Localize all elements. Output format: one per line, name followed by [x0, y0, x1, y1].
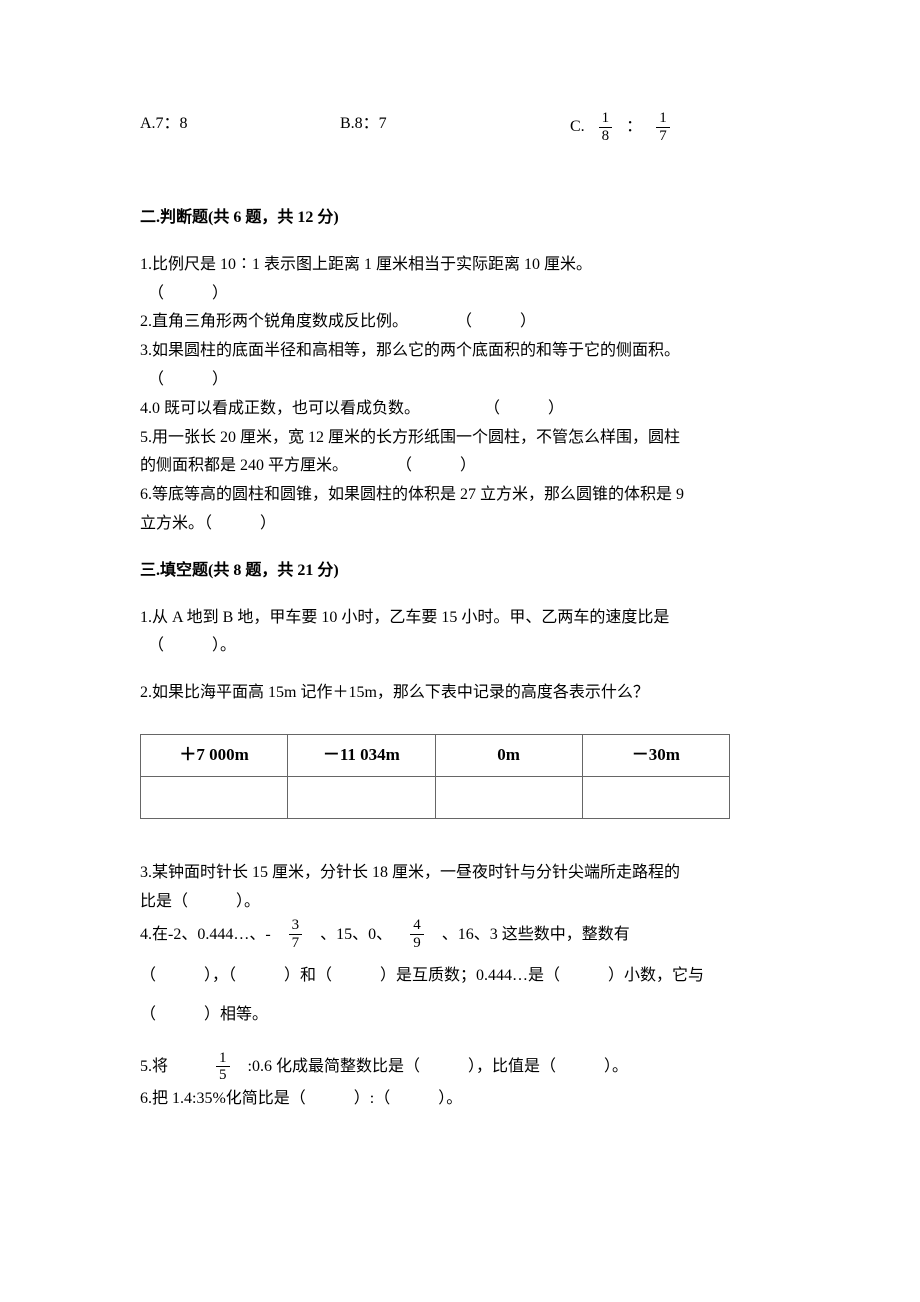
section-2-questions: 1.比例尺是 10∶1 表示图上距离 1 厘米相当于实际距离 10 厘米。 （ …	[140, 251, 780, 539]
table-cell	[582, 776, 729, 818]
table-header-cell: ＋7 000m	[141, 734, 288, 776]
s3-q4-p1: 4.在-2、0.444…、-	[140, 917, 271, 952]
s3-q4-p3: 、16、3 这些数中，整数有	[442, 917, 630, 952]
option-c-colon: ：	[626, 113, 642, 142]
table-row	[141, 776, 730, 818]
fraction-numerator: 4	[410, 917, 424, 934]
fraction-denominator: 5	[216, 1066, 230, 1084]
fraction-numerator: 1	[599, 110, 613, 127]
s2-q1-blank: （ ）	[148, 280, 780, 309]
answer-options-row: A.7：8 B.8：7 C. 1 8 ： 1 7	[140, 110, 780, 144]
fraction-4-9: 4 9	[410, 917, 424, 951]
table-header-row: ＋7 000m －11 034m 0m －30m	[141, 734, 730, 776]
s2-q6-line1: 6.等底等高的圆柱和圆锥，如果圆柱的体积是 27 立方米，那么圆锥的体积是 9	[140, 481, 780, 510]
fraction-1-7: 1 7	[656, 110, 670, 144]
s2-q3-blank: （ ）	[148, 366, 780, 395]
fraction-denominator: 8	[599, 127, 613, 145]
s2-q4: 4.0 既可以看成正数，也可以看成负数。 （ ）	[140, 395, 780, 424]
table-cell	[141, 776, 288, 818]
table-cell	[435, 776, 582, 818]
table-header-cell: 0m	[435, 734, 582, 776]
s3-q5-p2: :0.6 化成最简整数比是（ ），比值是（ ）。	[248, 1049, 628, 1084]
section-3-heading: 三.填空题(共 8 题，共 21 分)	[140, 557, 780, 586]
section-2-heading: 二.判断题(共 6 题，共 12 分)	[140, 204, 780, 233]
fraction-1-8: 1 8	[599, 110, 613, 144]
fraction-numerator: 1	[216, 1050, 230, 1067]
s2-q6-line2: 立方米。（ ）	[140, 510, 780, 539]
s2-q3-text: 3.如果圆柱的底面半径和高相等，那么它的两个底面积的和等于它的侧面积。	[140, 337, 780, 366]
fraction-denominator: 7	[656, 127, 670, 145]
s2-q2: 2.直角三角形两个锐角度数成反比例。 （ ）	[140, 308, 780, 337]
s3-q6: 6.把 1.4:35%化简比是（ ）:（ ）。	[140, 1085, 780, 1114]
table-cell	[288, 776, 435, 818]
table-header-cell: －30m	[582, 734, 729, 776]
fraction-denominator: 9	[410, 934, 424, 952]
fraction-numerator: 1	[656, 110, 670, 127]
s3-q5: 5.将 1 5 :0.6 化成最简整数比是（ ），比值是（ ）。	[140, 1049, 780, 1084]
option-b: B.8：7	[340, 110, 570, 144]
option-c: C. 1 8 ： 1 7	[570, 110, 670, 144]
s2-q1-text: 1.比例尺是 10∶1 表示图上距离 1 厘米相当于实际距离 10 厘米。	[140, 251, 780, 280]
fraction-denominator: 7	[289, 934, 303, 952]
option-a: A.7：8	[140, 110, 340, 144]
s3-q5-p1: 5.将	[140, 1049, 168, 1084]
s2-q5-line2: 的侧面积都是 240 平方厘米。 （ ）	[140, 452, 780, 481]
s3-q1-line2: （ ）。	[148, 632, 780, 661]
s3-q3-line1: 3.某钟面时针长 15 厘米，分针长 18 厘米，一昼夜时针与分针尖端所走路程的	[140, 859, 780, 888]
s3-q2: 2.如果比海平面高 15m 记作＋15m，那么下表中记录的高度各表示什么？	[140, 679, 780, 708]
fraction-3-7: 3 7	[289, 917, 303, 951]
s3-q4-line1: 4.在-2、0.444…、- 3 7 、15、0、 4 9 、16、3 这些数中…	[140, 917, 780, 952]
table-header-cell: －11 034m	[288, 734, 435, 776]
altitude-table: ＋7 000m －11 034m 0m －30m	[140, 734, 730, 819]
s3-q1: 1.从 A 地到 B 地，甲车要 10 小时，乙车要 15 小时。甲、乙两车的速…	[140, 604, 780, 662]
fraction-numerator: 3	[289, 917, 303, 934]
s2-q5-line1: 5.用一张长 20 厘米，宽 12 厘米的长方形纸围一个圆柱，不管怎么样围，圆柱	[140, 424, 780, 453]
option-c-prefix: C.	[570, 113, 585, 142]
s3-q4-line3: （ ）相等。	[140, 1001, 780, 1030]
s3-q4-line2: （ ），（ ）和（ ）是互质数；0.444…是（ ）小数，它与	[140, 962, 780, 991]
s3-q3-line2: 比是（ ）。	[140, 888, 780, 917]
s3-q1-line1: 1.从 A 地到 B 地，甲车要 10 小时，乙车要 15 小时。甲、乙两车的速…	[140, 604, 780, 633]
fraction-1-5: 1 5	[216, 1050, 230, 1084]
s3-q4-p2: 、15、0、	[320, 917, 392, 952]
